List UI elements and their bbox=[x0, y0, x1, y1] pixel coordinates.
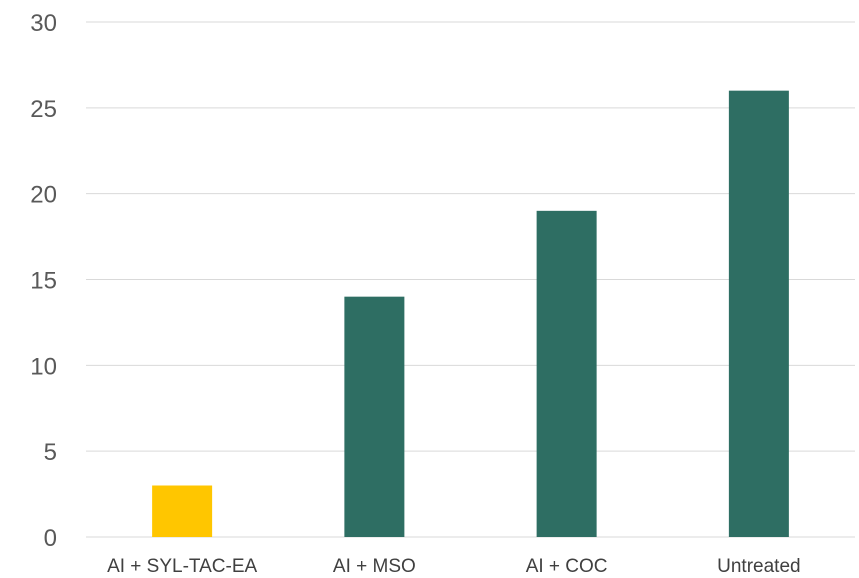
x-axis-category-labels: AI + SYL-TAC-EA AI + MSO AI + COC Untreated bbox=[107, 556, 801, 577]
gridlines bbox=[86, 21, 855, 538]
bar-untreated bbox=[728, 90, 789, 538]
bars bbox=[152, 90, 789, 538]
x-category-label: AI + MSO bbox=[333, 556, 416, 577]
y-tick-label: 30 bbox=[30, 10, 57, 37]
x-category-label: Untreated bbox=[717, 556, 800, 577]
bar-ai-syl-tac-ea bbox=[152, 485, 213, 537]
y-tick-label: 5 bbox=[44, 439, 57, 466]
y-axis-tick-labels: 0 5 10 15 20 25 30 bbox=[30, 10, 57, 552]
y-tick-label: 20 bbox=[30, 182, 57, 209]
y-tick-label: 0 bbox=[44, 525, 57, 552]
bar-ai-mso bbox=[344, 296, 405, 537]
x-category-label: AI + SYL-TAC-EA bbox=[107, 556, 257, 577]
y-tick-label: 25 bbox=[30, 96, 57, 123]
y-tick-label: 15 bbox=[30, 268, 57, 295]
y-tick-label: 10 bbox=[30, 353, 57, 380]
bar-ai-coc bbox=[536, 210, 597, 538]
x-category-label: AI + COC bbox=[526, 556, 608, 577]
